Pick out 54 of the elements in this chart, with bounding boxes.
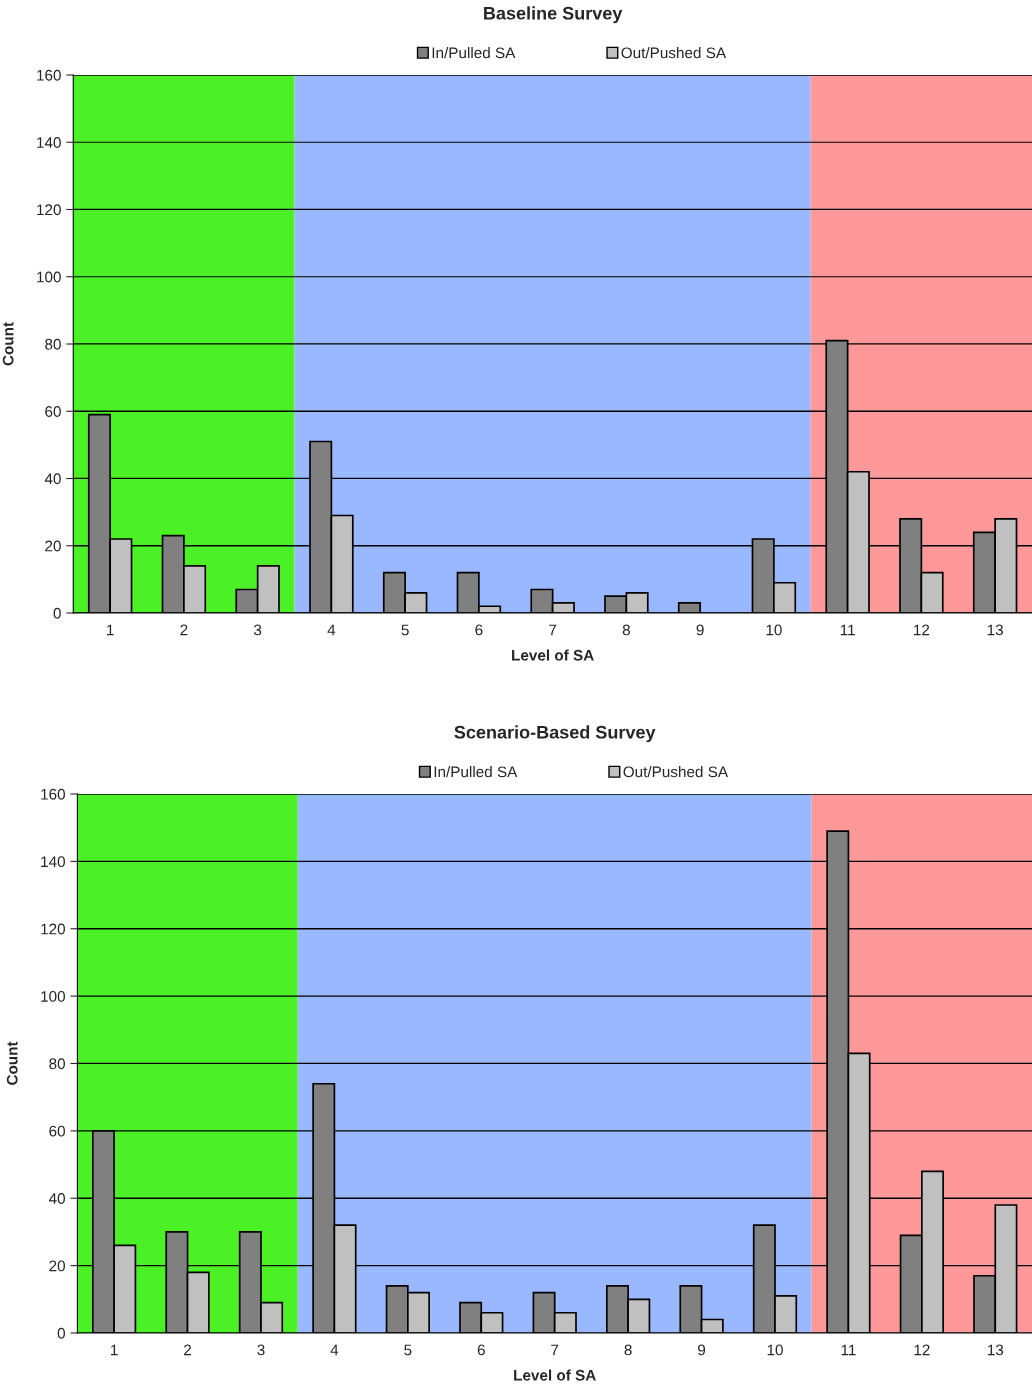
chart-title: Scenario-Based Survey bbox=[454, 725, 656, 743]
x-tick-label: 8 bbox=[624, 1344, 632, 1356]
x-tick-label: 8 bbox=[622, 624, 630, 636]
legend-label: Out/Pushed SA bbox=[621, 47, 727, 59]
y-tick-label: 20 bbox=[45, 540, 61, 552]
x-axis-title: Level of SA bbox=[512, 649, 594, 661]
x-tick-label: 9 bbox=[696, 624, 704, 636]
x-tick-label: 7 bbox=[551, 1344, 559, 1356]
x-tick-label: 11 bbox=[841, 1344, 856, 1356]
y-tick-label: 0 bbox=[53, 607, 61, 619]
x-tick-label: 6 bbox=[475, 624, 483, 636]
y-tick-label: 40 bbox=[48, 1193, 65, 1204]
y-tick-label: 120 bbox=[37, 204, 61, 216]
y-tick-label: 20 bbox=[49, 1260, 65, 1272]
legend-label: In/Pulled SA bbox=[434, 766, 518, 778]
x-tick-label: 3 bbox=[257, 1344, 265, 1356]
x-tick-label: 3 bbox=[253, 624, 262, 636]
legend-label: In/Pulled SA bbox=[432, 47, 516, 59]
x-tick-label: 13 bbox=[987, 624, 1003, 636]
x-tick-label: 10 bbox=[766, 624, 782, 636]
x-tick-label: 6 bbox=[477, 1344, 485, 1356]
y-tick-label: 80 bbox=[45, 338, 61, 350]
x-tick-label: 9 bbox=[698, 1344, 706, 1356]
x-tick-label: 4 bbox=[330, 1344, 339, 1356]
y-tick-label: 40 bbox=[44, 473, 61, 485]
y-tick-label: 60 bbox=[45, 406, 61, 417]
y-tick-label: 140 bbox=[41, 856, 65, 868]
y-tick-label: 100 bbox=[41, 990, 65, 1002]
y-axis-title: Count bbox=[2, 322, 14, 366]
y-tick-label: 120 bbox=[41, 923, 65, 935]
x-tick-label: 11 bbox=[840, 624, 855, 636]
y-tick-label: 60 bbox=[49, 1125, 65, 1137]
x-axis-title: Level of SA bbox=[514, 1369, 596, 1381]
y-tick-label: 100 bbox=[37, 271, 61, 283]
x-tick-label: 10 bbox=[767, 1344, 783, 1356]
y-tick-label: 140 bbox=[37, 137, 61, 148]
x-tick-label: 12 bbox=[914, 624, 930, 636]
y-tick-label: 80 bbox=[49, 1058, 65, 1070]
y-tick-label: 160 bbox=[37, 69, 61, 81]
y-tick-label: 160 bbox=[41, 788, 65, 800]
x-tick-label: 1 bbox=[111, 1344, 118, 1356]
x-tick-label: 13 bbox=[987, 1344, 1004, 1356]
x-tick-label: 7 bbox=[549, 624, 557, 636]
x-tick-label: 12 bbox=[914, 1344, 930, 1356]
x-tick-label: 2 bbox=[184, 1344, 192, 1356]
y-axis-title: Count bbox=[6, 1041, 18, 1085]
x-tick-label: 2 bbox=[180, 624, 188, 636]
chart-title: Baseline Survey bbox=[484, 6, 623, 24]
y-tick-label: 0 bbox=[57, 1327, 65, 1339]
legend-label: Out/Pushed SA bbox=[623, 766, 729, 778]
x-tick-label: 5 bbox=[401, 624, 409, 636]
x-tick-label: 4 bbox=[327, 624, 336, 636]
x-tick-label: 5 bbox=[404, 1344, 412, 1356]
x-tick-label: 1 bbox=[107, 624, 114, 636]
